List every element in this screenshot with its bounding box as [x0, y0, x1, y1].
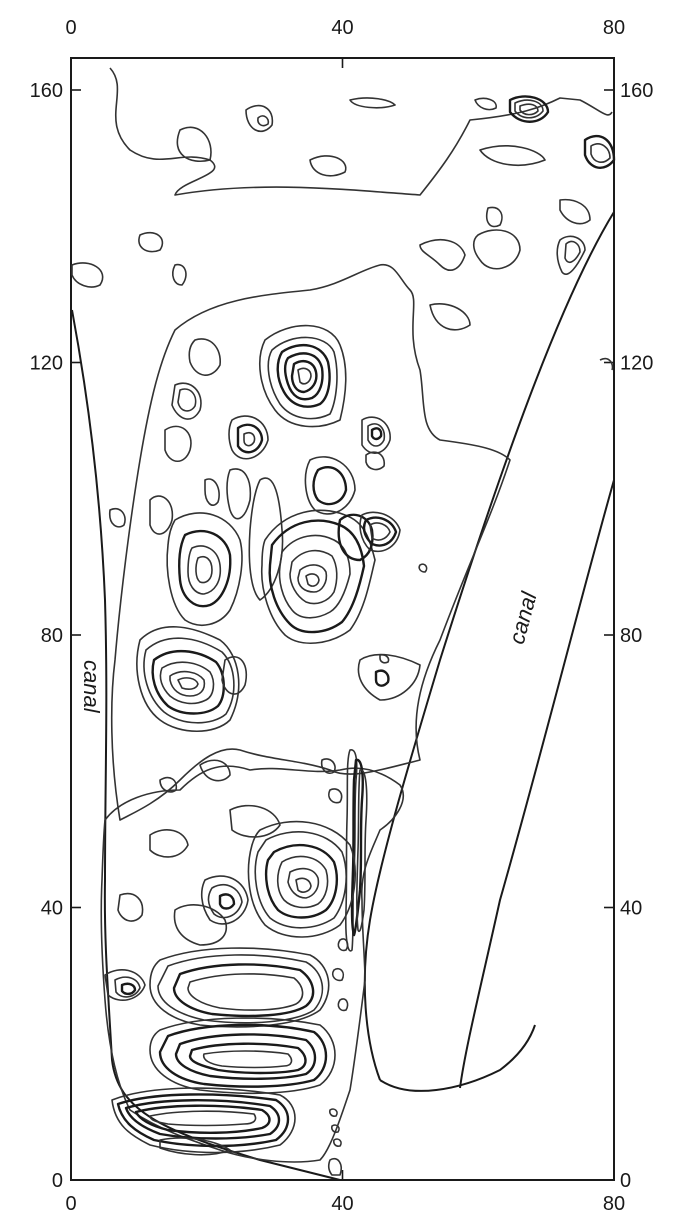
contour-lower-region [100, 765, 404, 1163]
contour-lines [71, 67, 616, 1176]
left-axis: 0 40 80 120 160 [30, 80, 81, 1192]
y-tick-label-left: 160 [30, 80, 63, 102]
x-tick-label-bottom: 80 [603, 1193, 625, 1215]
y-tick-label-right: 120 [620, 353, 653, 375]
y-tick-label-left: 40 [41, 898, 63, 920]
right-axis: 0 40 80 120 160 [604, 80, 653, 1192]
contour-mid-region [110, 264, 511, 821]
x-tick-label-bottom: 0 [65, 1193, 76, 1215]
y-tick-label-right: 40 [620, 898, 642, 920]
x-tick-label-top: 80 [603, 17, 625, 39]
contour-top-band [109, 67, 613, 196]
y-tick-label-right: 0 [620, 1170, 631, 1192]
right-canal-inner-boundary [459, 479, 615, 1089]
y-tick-label-right: 160 [620, 80, 653, 102]
canal-label-left: canal [79, 660, 104, 714]
x-tick-label-bottom: 40 [331, 1193, 353, 1215]
canal-label-right: canal [504, 588, 542, 646]
y-tick-label-right: 80 [620, 625, 642, 647]
bottom-axis: 0 40 80 [65, 1170, 625, 1215]
top-axis: 0 40 80 [65, 17, 625, 68]
y-tick-label-left: 0 [52, 1170, 63, 1192]
y-tick-label-left: 80 [41, 625, 63, 647]
right-canal-end-curve [379, 1024, 536, 1092]
x-tick-label-top: 40 [331, 17, 353, 39]
x-tick-label-top: 0 [65, 17, 76, 39]
y-tick-label-left: 120 [30, 353, 63, 375]
